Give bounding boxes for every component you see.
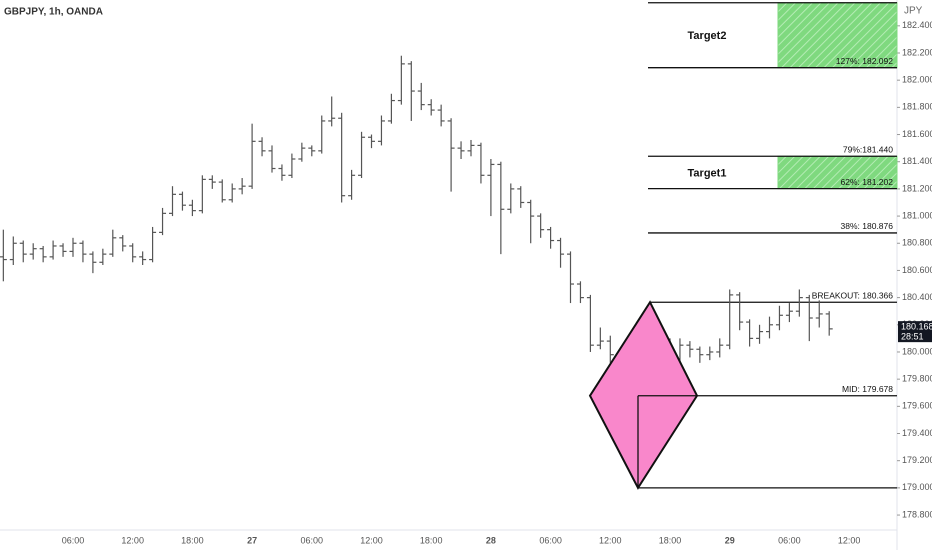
x-tick-label: 27: [247, 535, 257, 545]
symbol-title: GBPJPY, 1h, OANDA: [4, 7, 103, 18]
level-label: MID: 179.678: [842, 384, 893, 394]
y-tick-label: 179.000: [902, 482, 932, 492]
x-tick-label: 28: [486, 535, 496, 545]
target-label: Target1: [688, 167, 727, 179]
target-zone: [777, 155, 898, 190]
x-tick-label: 12:00: [121, 535, 144, 545]
x-tick-label: 18:00: [420, 535, 443, 545]
y-tick-label: 181.200: [902, 183, 932, 193]
y-tick-label: 182.200: [902, 47, 932, 57]
x-tick-label: 29: [725, 535, 735, 545]
x-tick-label: 06:00: [62, 535, 85, 545]
level-label: 79%:181.440: [843, 145, 893, 155]
y-tick-label: 181.000: [902, 210, 932, 220]
x-tick-label: 06:00: [301, 535, 324, 545]
level-label: 62%: 181.202: [841, 177, 894, 187]
last-price-box: [898, 321, 932, 343]
y-tick-label: 180.600: [902, 265, 932, 275]
x-tick-label: 18:00: [659, 535, 682, 545]
level-label: BREAKOUT: 180.366: [812, 290, 894, 300]
level-label: 127%: 182.092: [836, 56, 893, 66]
y-tick-label: 181.400: [902, 156, 932, 166]
target-label: Target2: [688, 30, 727, 42]
y-tick-label: 181.600: [902, 129, 932, 139]
x-tick-label: 12:00: [838, 535, 861, 545]
x-tick-label: 12:00: [599, 535, 622, 545]
y-tick-label: 180.000: [902, 346, 932, 356]
y-tick-label: 179.400: [902, 428, 932, 438]
level-label: 38%: 180.876: [841, 221, 894, 231]
y-tick-label: 182.400: [902, 20, 932, 30]
y-tick-label: 178.800: [902, 509, 932, 519]
countdown-label: 28:51: [901, 332, 924, 342]
y-tick-label: 179.600: [902, 401, 932, 411]
x-tick-label: 06:00: [539, 535, 562, 545]
currency-label: JPY: [904, 6, 923, 17]
x-tick-label: 12:00: [360, 535, 383, 545]
x-tick-label: 06:00: [778, 535, 801, 545]
y-tick-label: 179.200: [902, 455, 932, 465]
y-tick-label: 180.400: [902, 292, 932, 302]
y-tick-label: 182.000: [902, 75, 932, 85]
y-tick-label: 180.800: [902, 238, 932, 248]
y-tick-label: 181.800: [902, 102, 932, 112]
x-tick-label: 18:00: [181, 535, 204, 545]
y-tick-label: 179.800: [902, 374, 932, 384]
last-price-label: 180.168: [901, 322, 932, 332]
target-zone: [777, 2, 898, 69]
